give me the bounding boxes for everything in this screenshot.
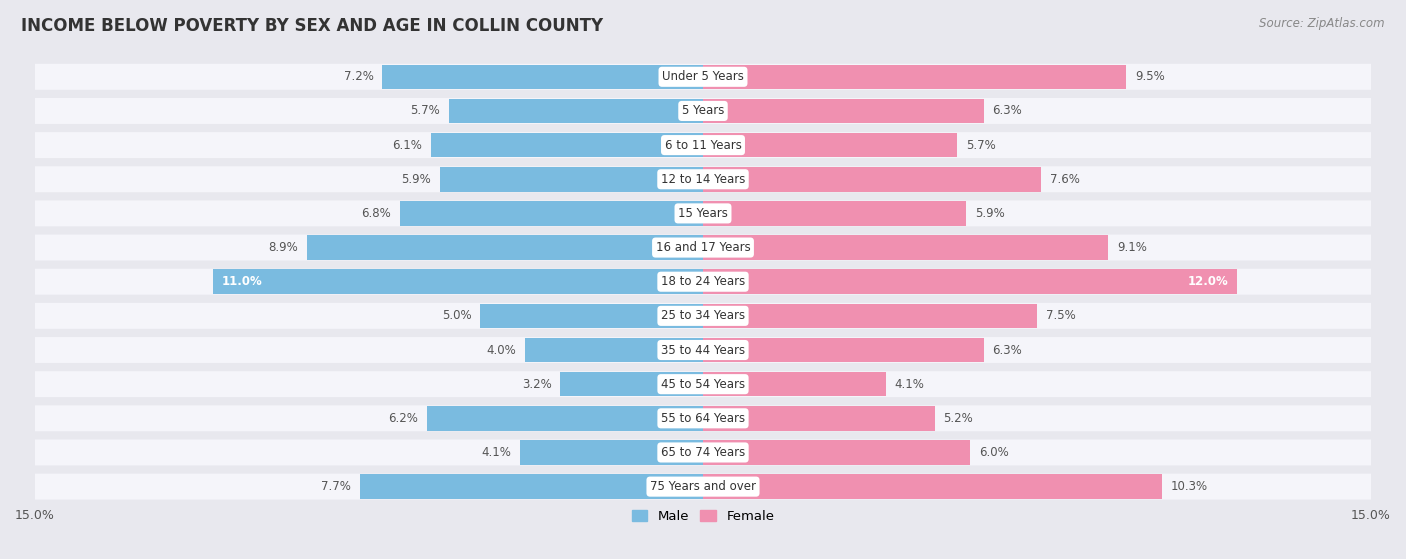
- Text: 6 to 11 Years: 6 to 11 Years: [665, 139, 741, 151]
- FancyBboxPatch shape: [35, 439, 1371, 466]
- FancyBboxPatch shape: [35, 64, 1371, 90]
- Text: 4.1%: 4.1%: [894, 378, 924, 391]
- Text: 35 to 44 Years: 35 to 44 Years: [661, 344, 745, 357]
- Bar: [703, 406, 935, 430]
- Bar: [703, 201, 966, 226]
- Text: 9.5%: 9.5%: [1135, 70, 1164, 83]
- Text: 6.3%: 6.3%: [993, 344, 1022, 357]
- Bar: [703, 235, 1108, 260]
- Text: 25 to 34 Years: 25 to 34 Years: [661, 309, 745, 323]
- FancyBboxPatch shape: [35, 371, 1371, 397]
- FancyBboxPatch shape: [35, 166, 1371, 192]
- FancyBboxPatch shape: [35, 235, 1371, 260]
- Bar: [307, 235, 703, 260]
- Text: INCOME BELOW POVERTY BY SEX AND AGE IN COLLIN COUNTY: INCOME BELOW POVERTY BY SEX AND AGE IN C…: [21, 17, 603, 35]
- Bar: [703, 440, 970, 465]
- Text: 5.9%: 5.9%: [402, 173, 432, 186]
- Bar: [703, 133, 957, 158]
- Bar: [449, 98, 703, 123]
- Text: Under 5 Years: Under 5 Years: [662, 70, 744, 83]
- FancyBboxPatch shape: [35, 132, 1371, 158]
- Text: 6.1%: 6.1%: [392, 139, 422, 151]
- Text: 7.5%: 7.5%: [1046, 309, 1076, 323]
- FancyBboxPatch shape: [35, 303, 1371, 329]
- Text: 5.7%: 5.7%: [411, 105, 440, 117]
- Text: 75 Years and over: 75 Years and over: [650, 480, 756, 493]
- Bar: [427, 406, 703, 430]
- Bar: [382, 64, 703, 89]
- Text: 6.8%: 6.8%: [361, 207, 391, 220]
- Text: 5.0%: 5.0%: [441, 309, 471, 323]
- Bar: [703, 64, 1126, 89]
- Text: 3.2%: 3.2%: [522, 378, 551, 391]
- Bar: [703, 269, 1237, 294]
- FancyBboxPatch shape: [35, 201, 1371, 226]
- Text: 6.3%: 6.3%: [993, 105, 1022, 117]
- Bar: [703, 372, 886, 396]
- Bar: [703, 304, 1038, 328]
- Text: 45 to 54 Years: 45 to 54 Years: [661, 378, 745, 391]
- Text: 16 and 17 Years: 16 and 17 Years: [655, 241, 751, 254]
- Text: 12 to 14 Years: 12 to 14 Years: [661, 173, 745, 186]
- Bar: [703, 475, 1161, 499]
- Bar: [214, 269, 703, 294]
- Bar: [432, 133, 703, 158]
- FancyBboxPatch shape: [35, 98, 1371, 124]
- Bar: [561, 372, 703, 396]
- FancyBboxPatch shape: [35, 405, 1371, 432]
- Bar: [520, 440, 703, 465]
- Text: 65 to 74 Years: 65 to 74 Years: [661, 446, 745, 459]
- Text: 5.2%: 5.2%: [943, 412, 973, 425]
- Bar: [481, 304, 703, 328]
- Legend: Male, Female: Male, Female: [626, 505, 780, 528]
- Bar: [703, 98, 984, 123]
- Text: 10.3%: 10.3%: [1171, 480, 1208, 493]
- FancyBboxPatch shape: [35, 473, 1371, 500]
- Bar: [703, 167, 1042, 192]
- Text: 9.1%: 9.1%: [1118, 241, 1147, 254]
- Text: 7.2%: 7.2%: [343, 70, 374, 83]
- Text: 6.0%: 6.0%: [979, 446, 1010, 459]
- FancyBboxPatch shape: [35, 269, 1371, 295]
- Text: 15 Years: 15 Years: [678, 207, 728, 220]
- Text: 5.9%: 5.9%: [974, 207, 1004, 220]
- Text: 6.2%: 6.2%: [388, 412, 418, 425]
- Bar: [360, 475, 703, 499]
- FancyBboxPatch shape: [35, 337, 1371, 363]
- Text: 7.7%: 7.7%: [322, 480, 352, 493]
- Bar: [703, 338, 984, 362]
- Bar: [401, 201, 703, 226]
- Text: 11.0%: 11.0%: [222, 275, 263, 288]
- Text: 18 to 24 Years: 18 to 24 Years: [661, 275, 745, 288]
- Bar: [524, 338, 703, 362]
- Bar: [440, 167, 703, 192]
- Text: 4.0%: 4.0%: [486, 344, 516, 357]
- Text: 5 Years: 5 Years: [682, 105, 724, 117]
- Text: 8.9%: 8.9%: [269, 241, 298, 254]
- Text: 55 to 64 Years: 55 to 64 Years: [661, 412, 745, 425]
- Text: 5.7%: 5.7%: [966, 139, 995, 151]
- Text: 4.1%: 4.1%: [482, 446, 512, 459]
- Text: Source: ZipAtlas.com: Source: ZipAtlas.com: [1260, 17, 1385, 30]
- Text: 7.6%: 7.6%: [1050, 173, 1080, 186]
- Text: 12.0%: 12.0%: [1188, 275, 1229, 288]
